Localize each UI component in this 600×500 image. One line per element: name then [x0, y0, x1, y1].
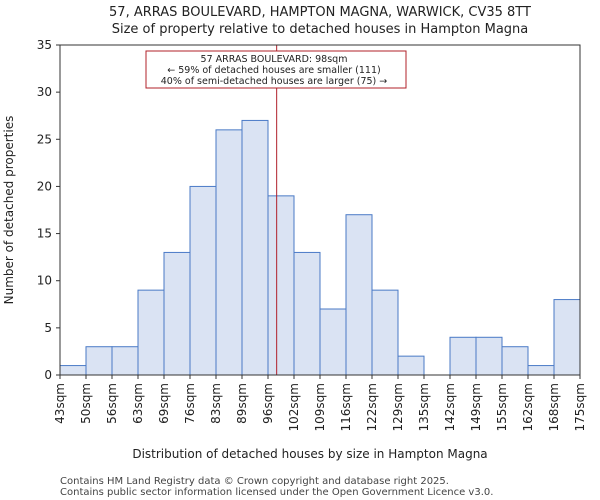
x-tick-label: 96sqm [261, 383, 275, 424]
x-axis-ticks: 43sqm 50sqm 56sqm 63sqm 69sqm 76sqm 83sqm 89sqm… [53, 375, 587, 431]
histogram-bar [527, 365, 555, 376]
x-tick-label: 149sqm [469, 383, 483, 431]
y-axis-label: Number of detached properties [2, 116, 16, 305]
x-tick-label: 122sqm [365, 383, 379, 431]
x-tick-label: 162sqm [521, 383, 535, 431]
y-tick-label: 5 [44, 321, 52, 335]
y-axis-ticks: 0 5 10 15 20 25 30 35 [37, 38, 60, 382]
y-tick-label: 10 [37, 274, 52, 288]
histogram-bar [371, 289, 399, 376]
x-tick-label: 89sqm [235, 383, 249, 424]
histogram-bar [241, 119, 269, 376]
x-tick-label: 116sqm [339, 383, 353, 431]
annotation-line-1: 57 ARRAS BOULEVARD: 98sqm [201, 54, 348, 65]
x-tick-label: 135sqm [417, 383, 431, 431]
chart-title-line-1: 57, ARRAS BOULEVARD, HAMPTON MAGNA, WARW… [109, 5, 531, 20]
x-tick-label: 155sqm [495, 383, 509, 431]
x-axis-label: Distribution of detached houses by size … [132, 447, 487, 461]
footer-line-2: Contains public sector information licen… [60, 487, 493, 498]
x-tick-label: 50sqm [79, 383, 93, 424]
histogram-bar [553, 299, 581, 376]
histogram-bar [293, 251, 321, 376]
x-tick-label: 168sqm [547, 383, 561, 431]
footer-line-1: Contains HM Land Registry data © Crown c… [60, 476, 449, 487]
x-tick-label: 129sqm [391, 383, 405, 431]
annotation-frame [145, 50, 407, 89]
histogram-bar [475, 336, 503, 376]
histogram-bar [501, 346, 529, 376]
x-tick-label: 76sqm [183, 383, 197, 424]
histogram-bar [345, 214, 373, 376]
chart-title-line-2: Size of property relative to detached ho… [112, 22, 529, 37]
x-tick-label: 83sqm [209, 383, 223, 424]
histogram-bar [111, 346, 139, 376]
x-tick-label: 56sqm [105, 383, 119, 424]
x-tick-label: 63sqm [131, 383, 145, 424]
histogram-bar [163, 251, 191, 376]
annotation-line-3: 40% of semi-detached houses are larger (… [161, 76, 388, 87]
x-tick-label: 69sqm [157, 383, 171, 424]
bars [59, 119, 581, 376]
annotation-line-2: ← 59% of detached houses are smaller (11… [167, 65, 380, 76]
y-tick-label: 35 [37, 38, 52, 52]
x-tick-label: 102sqm [287, 383, 301, 431]
y-tick-label: 20 [37, 179, 52, 193]
histogram-bar [215, 129, 243, 376]
histogram-bar [319, 308, 347, 376]
histogram-bar [85, 346, 113, 376]
histogram-bar [449, 336, 477, 376]
y-tick-label: 30 [37, 85, 52, 99]
x-tick-label: 109sqm [313, 383, 327, 431]
y-tick-label: 15 [37, 227, 52, 241]
histogram-bar [59, 365, 87, 376]
histogram-bar [137, 289, 165, 376]
y-tick-label: 25 [37, 132, 52, 146]
histogram-bar [189, 185, 217, 376]
x-tick-label: 175sqm [573, 383, 587, 431]
y-tick-label: 0 [44, 368, 52, 382]
histogram-bar [267, 195, 295, 376]
histogram-bar [397, 355, 425, 376]
annotation-box: 57 ARRAS BOULEVARD: 98sqm ← 59% of detac… [145, 50, 407, 89]
x-tick-label: 142sqm [443, 383, 457, 431]
x-tick-label: 43sqm [53, 383, 67, 424]
